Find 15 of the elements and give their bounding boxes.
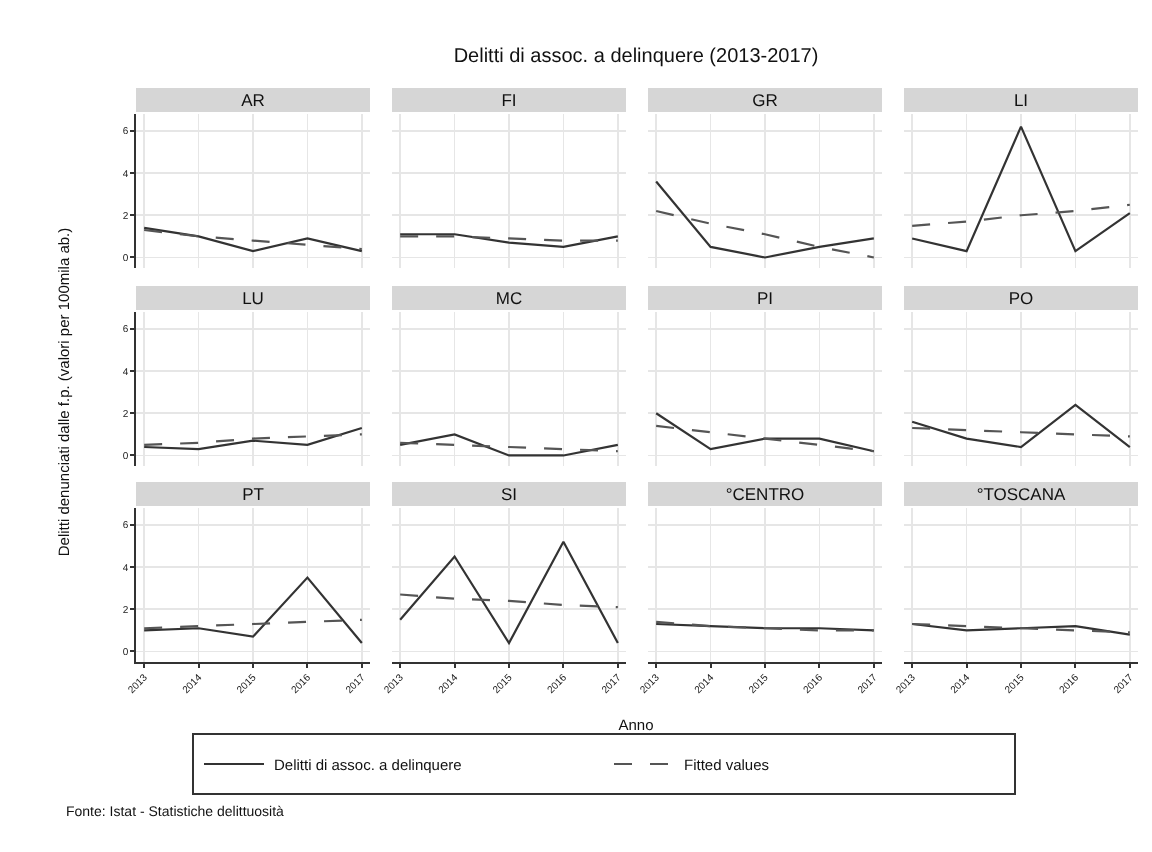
chart-title: LI (904, 88, 1138, 112)
chart-title: GR (648, 88, 882, 112)
chart-title: FI (392, 88, 626, 112)
text: Delitti di assoc. a delinquere (2013-2017) (453, 46, 819, 68)
line-series (143, 576, 363, 645)
chart-title: AR (136, 88, 370, 112)
chart-title: PI (648, 286, 882, 310)
line-series (143, 426, 363, 451)
chart-title: MC (392, 286, 626, 310)
chart-title: °CENTRO (648, 482, 882, 506)
chart-title: SI (392, 482, 626, 506)
chart-title: °TOSCANA (904, 482, 1138, 506)
chart-title: PO (904, 286, 1138, 310)
chart-title: PT (136, 482, 370, 506)
chart-title: LU (136, 286, 370, 310)
